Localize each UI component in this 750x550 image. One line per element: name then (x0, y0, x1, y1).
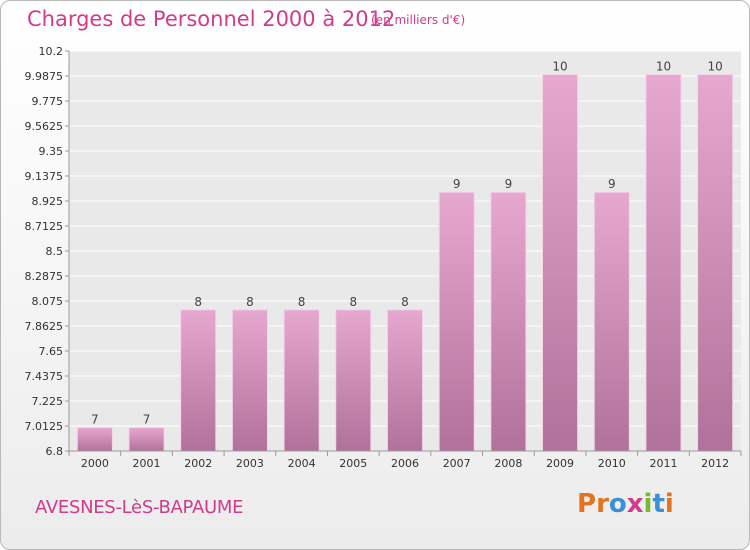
bar-2003 (231, 309, 268, 452)
bar-2005 (335, 309, 372, 452)
chart-title: Charges de Personnel 2000 à 2012 (27, 7, 396, 31)
x-axis-ticks: 2000 2001 2002 2003 2004 2005 2006 2007 2008 2009… (68, 451, 742, 470)
y-tick-label: 9.5625 (25, 120, 64, 133)
bar-2012 (697, 74, 734, 452)
data-label: 10 (708, 60, 723, 74)
bar-2009 (542, 74, 579, 452)
y-tick-label: 8.075 (32, 295, 64, 308)
data-labels: 7 7 8 8 8 8 8 9 9 10 9 10 10 (91, 60, 723, 427)
logo-letter: i (664, 489, 674, 519)
bar-2000 (76, 426, 113, 452)
y-tick-label: 7.0125 (25, 420, 64, 433)
y-tick-label: 7.8625 (25, 320, 64, 333)
logo-letter: t (652, 489, 665, 519)
y-tick-label: 7.65 (39, 345, 64, 358)
bar-2001 (128, 426, 165, 452)
x-tick-label: 2011 (649, 457, 677, 470)
chart-subtitle: (en milliers d'€) (371, 13, 466, 27)
proxiti-logo: Proxiti (577, 489, 674, 519)
x-tick-label: 2003 (236, 457, 264, 470)
logo-letter: x (626, 489, 644, 519)
y-tick-label: 9.35 (39, 145, 64, 158)
data-label: 9 (453, 177, 461, 191)
data-label: 10 (656, 60, 671, 74)
y-tick-label: 8.7125 (25, 220, 64, 233)
x-tick-label: 2010 (598, 457, 626, 470)
y-tick-label: 8.925 (32, 195, 64, 208)
x-tick-label: 2002 (184, 457, 212, 470)
y-tick-label: 7.4375 (25, 370, 64, 383)
data-label: 7 (91, 412, 99, 426)
bar-2011 (645, 74, 682, 452)
logo-letter: P (577, 489, 597, 519)
bar-chart: 6.8 7.0125 7.225 7.4375 7.65 7.8625 8.075 8.287… (25, 45, 742, 470)
x-tick-label: 2001 (133, 457, 161, 470)
data-label: 9 (505, 177, 513, 191)
y-tick-label: 8.5 (46, 245, 64, 258)
data-label: 8 (349, 295, 357, 309)
bars (76, 74, 734, 452)
commune-name: AVESNES-LèS-BAPAUME (35, 497, 244, 518)
y-tick-label: 9.775 (32, 95, 64, 108)
data-label: 8 (298, 295, 306, 309)
y-tick-label: 6.8 (46, 445, 64, 458)
x-tick-label: 2000 (81, 457, 109, 470)
y-tick-label: 9.1375 (25, 170, 64, 183)
x-tick-label: 2008 (494, 457, 522, 470)
bar-2007 (438, 191, 475, 452)
bar-2006 (386, 309, 424, 452)
bar-2004 (283, 309, 320, 452)
bar-2002 (180, 309, 217, 452)
x-tick-label: 2007 (443, 457, 471, 470)
x-tick-label: 2004 (288, 457, 316, 470)
y-tick-label: 7.225 (32, 395, 64, 408)
y-tick-label: 10.2 (39, 45, 64, 58)
data-label: 8 (246, 295, 254, 309)
data-label: 10 (552, 60, 567, 74)
x-tick-label: 2012 (701, 457, 729, 470)
y-tick-label: 8.2875 (25, 270, 64, 283)
bar-2010 (593, 191, 630, 452)
x-tick-label: 2009 (546, 457, 574, 470)
logo-letter: r (596, 489, 609, 519)
data-label: 8 (401, 295, 409, 309)
data-label: 8 (194, 295, 202, 309)
y-tick-label: 9.9875 (25, 70, 64, 83)
logo-letter: i (643, 489, 653, 519)
logo-letter: o (608, 489, 627, 519)
y-axis-ticks: 6.8 7.0125 7.225 7.4375 7.65 7.8625 8.075 8.287… (25, 45, 69, 458)
bar-2008 (490, 191, 527, 452)
data-label: 9 (608, 177, 616, 191)
x-tick-label: 2006 (391, 457, 419, 470)
x-tick-label: 2005 (339, 457, 367, 470)
data-label: 7 (143, 412, 151, 426)
